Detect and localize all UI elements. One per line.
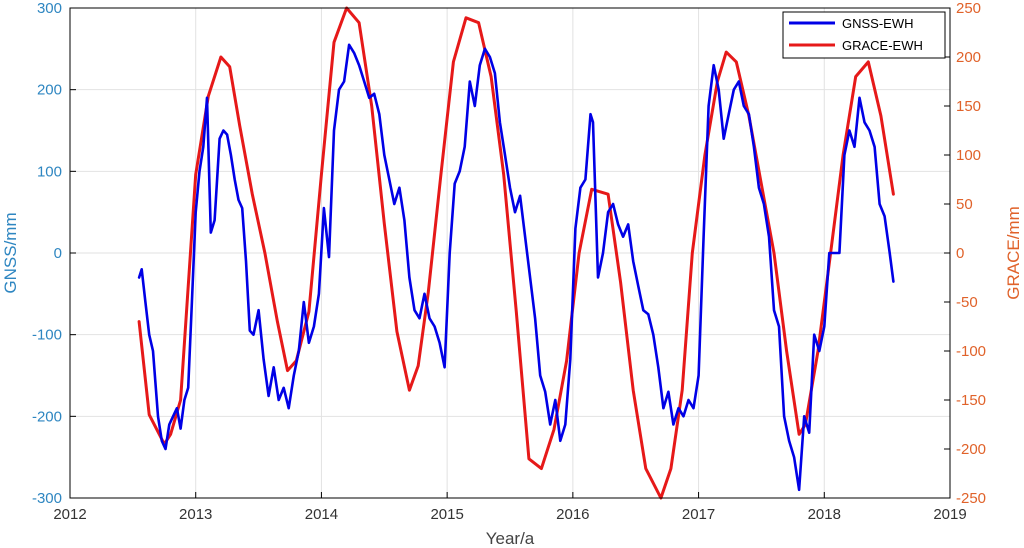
right-tick-label: 150	[956, 98, 981, 115]
right-tick-label: 100	[956, 147, 981, 164]
left-axis-ticks: 300 200 100 0 -100 -200 -300	[32, 0, 76, 507]
x-tick-label: 2017	[682, 506, 715, 523]
x-tick-label: 2019	[933, 506, 966, 523]
right-tick-label: 250	[956, 0, 981, 17]
right-tick-label: -100	[956, 343, 986, 360]
right-axis-ticks: 250 200 150 100 50 0 -50 -100 -150 -200 -250	[944, 0, 986, 507]
right-tick-label: -250	[956, 490, 986, 507]
series-layer	[137, 6, 895, 500]
legend-grace-label: GRACE-EWH	[842, 38, 923, 53]
right-tick-label: -150	[956, 392, 986, 409]
right-tick-label: -50	[956, 294, 978, 311]
x-axis-label: Year/a	[486, 529, 535, 548]
x-tick-label: 2013	[179, 506, 212, 523]
legend-gnss-label: GNSS-EWH	[842, 16, 914, 31]
right-tick-label: 200	[956, 49, 981, 66]
grace-ewh-series-line	[137, 6, 895, 500]
left-tick-label: -100	[32, 327, 62, 344]
x-tick-label: 2015	[430, 506, 463, 523]
left-tick-label: -200	[32, 408, 62, 425]
x-tick-label: 2014	[305, 506, 338, 523]
right-tick-label: -200	[956, 441, 986, 458]
left-tick-label: 200	[37, 82, 62, 99]
right-tick-label: 50	[956, 196, 973, 213]
x-tick-label: 2012	[53, 506, 86, 523]
left-tick-label: 0	[54, 245, 62, 262]
x-tick-label: 2018	[808, 506, 841, 523]
left-tick-label: -300	[32, 490, 62, 507]
gnss-ewh-series-line	[137, 43, 895, 492]
left-tick-label: 300	[37, 0, 62, 17]
x-tick-label: 2016	[556, 506, 589, 523]
left-axis-label: GNSS/mm	[1, 212, 20, 293]
right-axis-label: GRACE/mm	[1004, 206, 1023, 300]
legend: GNSS-EWH GRACE-EWH	[782, 11, 946, 59]
legend-box	[782, 11, 946, 59]
left-tick-label: 100	[37, 163, 62, 180]
right-tick-label: 0	[956, 245, 964, 262]
x-axis-ticks: 2012 2013 2014 2015 2016 2017 2018 2019	[53, 492, 967, 523]
